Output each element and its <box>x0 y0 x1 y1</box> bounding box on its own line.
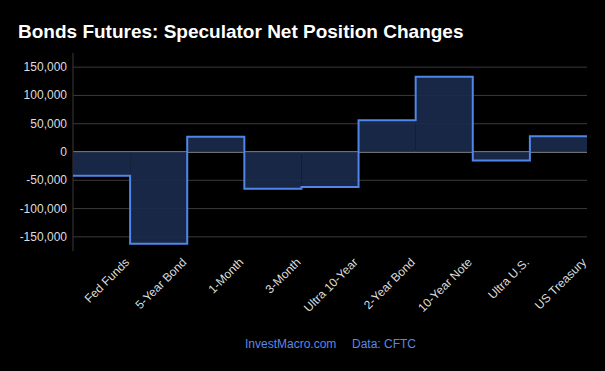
area-fill <box>416 77 473 152</box>
chart-container: Bonds Futures: Speculator Net Position C… <box>0 0 605 371</box>
y-tick-label: -50,000 <box>26 173 67 187</box>
area-fill <box>130 152 187 244</box>
x-tick-label: 10-Year Note <box>415 255 475 315</box>
y-tick-label: -100,000 <box>20 202 68 216</box>
grid-line <box>73 95 587 96</box>
x-tick-label: 3-Month <box>263 255 304 296</box>
step-line <box>73 77 587 244</box>
x-tick-label: Ultra 10-Year <box>301 255 361 315</box>
source-note: Data: CFTC <box>352 337 416 351</box>
grid-line <box>73 123 587 124</box>
y-tick-label: 50,000 <box>30 117 67 131</box>
x-tick-label: 2-Year Bond <box>361 255 418 312</box>
title: Bonds Futures: Speculator Net Position C… <box>18 21 464 42</box>
y-tick-label: 100,000 <box>24 88 68 102</box>
y-tick-label: 150,000 <box>24 60 68 74</box>
area-fill <box>473 152 530 160</box>
chart-svg: Bonds Futures: Speculator Net Position C… <box>0 0 605 371</box>
y-tick-label: 0 <box>60 145 67 159</box>
grid-line <box>73 67 587 68</box>
y-tick-label: -150,000 <box>20 230 68 244</box>
area-fill <box>244 152 301 189</box>
area-fill <box>73 152 130 176</box>
background <box>0 0 605 371</box>
x-tick-label: 5-Year Bond <box>133 255 190 312</box>
x-tick-label: US Treasury <box>532 255 589 312</box>
area-fill <box>301 152 358 187</box>
x-tick-label: Ultra U.S. <box>485 255 532 302</box>
x-tick-label: 1-Month <box>205 255 246 296</box>
plot-marks <box>73 77 587 244</box>
area-fill <box>530 136 587 152</box>
area-fill <box>359 120 416 152</box>
x-tick-label: Fed Funds <box>82 255 132 305</box>
source-note: InvestMacro.com <box>245 337 336 351</box>
area-fill <box>187 137 244 152</box>
